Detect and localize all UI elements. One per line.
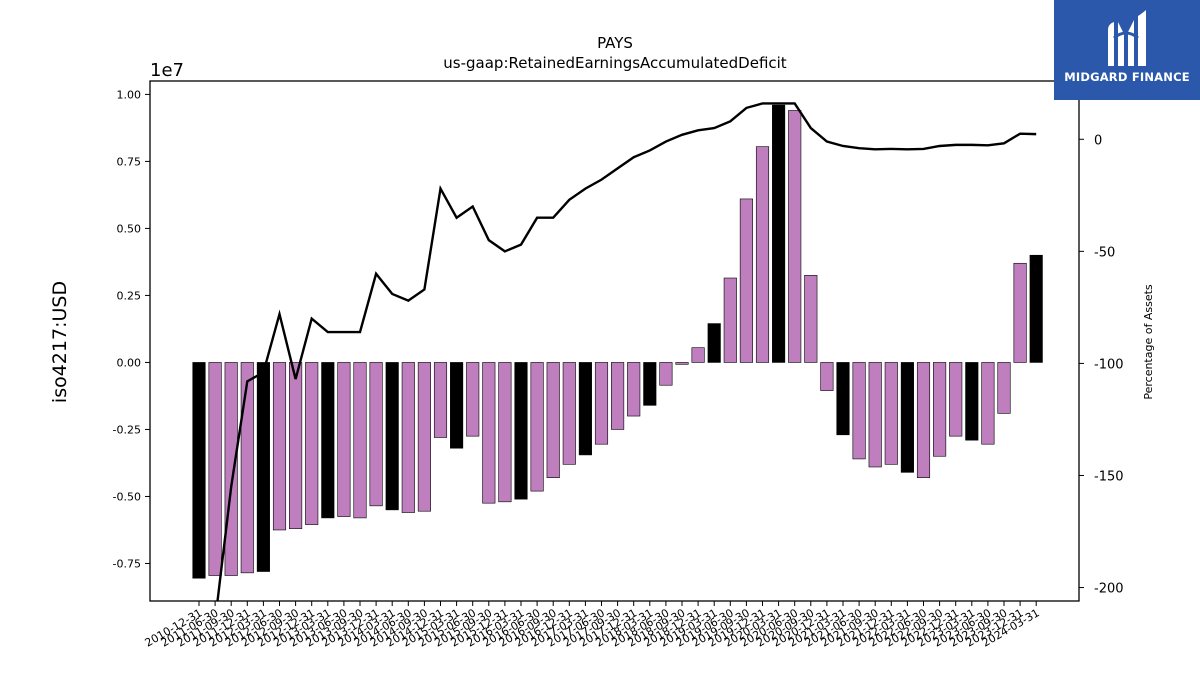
bar bbox=[788, 110, 802, 363]
bar bbox=[707, 323, 721, 363]
y-tick-label: 1.00 bbox=[117, 88, 142, 101]
y2-axis-label: Percentage of Assets bbox=[1142, 284, 1155, 400]
bar bbox=[224, 362, 238, 576]
bar bbox=[965, 362, 979, 441]
bar bbox=[643, 362, 657, 406]
bar bbox=[884, 362, 898, 465]
bar bbox=[208, 362, 222, 576]
y2-tick-label: 0 bbox=[1094, 133, 1102, 148]
bar bbox=[723, 277, 737, 363]
bar bbox=[466, 362, 480, 437]
bar bbox=[450, 362, 464, 449]
chart-title: PAYS bbox=[597, 34, 633, 52]
bar bbox=[369, 362, 383, 507]
bar bbox=[562, 362, 576, 465]
y2-tick-label: -200 bbox=[1094, 582, 1124, 597]
bar bbox=[401, 362, 415, 513]
bar bbox=[385, 362, 399, 511]
midgard-logo-mark-icon bbox=[1108, 10, 1146, 66]
bar bbox=[482, 362, 496, 504]
bar bbox=[578, 362, 592, 456]
y-axis-label: iso4217:USD bbox=[49, 281, 71, 403]
bar bbox=[433, 362, 448, 438]
bar bbox=[594, 362, 609, 445]
bar bbox=[691, 347, 705, 363]
y-tick-label: 0.50 bbox=[117, 222, 142, 235]
percentage-line bbox=[216, 102, 1037, 601]
bar bbox=[321, 362, 335, 519]
bar bbox=[1029, 254, 1043, 363]
bar bbox=[337, 362, 351, 517]
y-tick-label: -0.75 bbox=[113, 557, 141, 570]
bar bbox=[916, 362, 931, 479]
bar bbox=[611, 362, 625, 430]
bar bbox=[804, 275, 818, 363]
bar bbox=[240, 362, 254, 574]
chart-subtitle: us-gaap:RetainedEarningsAccumulatedDefic… bbox=[443, 54, 787, 72]
bar bbox=[498, 362, 512, 503]
y-tick-label: 0.75 bbox=[117, 155, 142, 168]
plot-frame bbox=[149, 80, 1080, 602]
bar bbox=[272, 362, 287, 531]
bar bbox=[675, 362, 689, 365]
bar bbox=[305, 362, 319, 525]
bar bbox=[192, 362, 206, 579]
brand-logo: MIDGARD FINANCE bbox=[1054, 0, 1200, 100]
bar bbox=[256, 362, 270, 572]
y2-tick-label: -100 bbox=[1094, 357, 1124, 372]
logo-text: MIDGARD FINANCE bbox=[1064, 70, 1190, 84]
plot-area: -0.75 -0.50 -0.25 0.00 0.25 0.50 0.75 1.00 -200 -… bbox=[113, 88, 1124, 649]
bar bbox=[900, 362, 914, 473]
bar bbox=[546, 362, 560, 479]
bar bbox=[997, 362, 1011, 414]
y-tick-label: -0.50 bbox=[113, 490, 141, 503]
bar bbox=[659, 362, 673, 386]
bar bbox=[836, 362, 850, 436]
y-tick-label: 0.25 bbox=[117, 289, 142, 302]
bar bbox=[739, 198, 753, 363]
bar bbox=[949, 362, 963, 437]
y2-tick-label: -50 bbox=[1094, 245, 1115, 260]
bar bbox=[530, 362, 544, 492]
bar bbox=[933, 362, 947, 457]
y2-tick-label: -150 bbox=[1094, 469, 1124, 484]
bar bbox=[755, 146, 770, 363]
bar bbox=[417, 362, 431, 512]
bar bbox=[772, 104, 786, 363]
bar bbox=[353, 362, 367, 519]
bar bbox=[1013, 262, 1027, 363]
bar bbox=[852, 362, 866, 460]
bar bbox=[981, 362, 995, 445]
y-tick-label: 0.00 bbox=[117, 356, 142, 369]
bar bbox=[820, 362, 834, 391]
bar bbox=[627, 362, 641, 417]
bar bbox=[289, 362, 303, 529]
bar bbox=[514, 362, 528, 500]
y-tick-label: -0.25 bbox=[113, 423, 141, 436]
bar bbox=[868, 362, 882, 468]
y-offset-label: 1e7 bbox=[150, 60, 184, 81]
